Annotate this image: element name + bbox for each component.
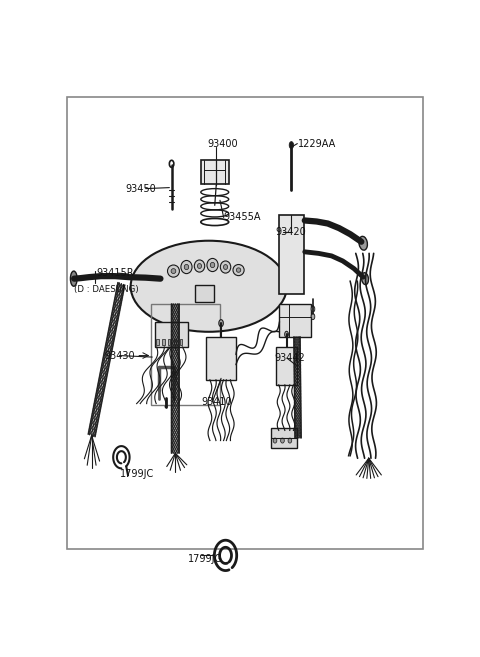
FancyBboxPatch shape <box>206 337 236 380</box>
Bar <box>174 340 177 346</box>
Text: 93455A: 93455A <box>224 212 261 223</box>
Ellipse shape <box>71 271 77 286</box>
Circle shape <box>273 438 277 443</box>
Ellipse shape <box>165 405 168 408</box>
Ellipse shape <box>197 263 202 269</box>
Bar <box>162 340 165 346</box>
Ellipse shape <box>207 258 218 271</box>
Ellipse shape <box>220 261 231 273</box>
Bar <box>180 340 182 346</box>
FancyBboxPatch shape <box>201 160 228 184</box>
FancyBboxPatch shape <box>279 215 304 294</box>
Ellipse shape <box>285 331 288 337</box>
Circle shape <box>288 438 292 443</box>
FancyBboxPatch shape <box>195 284 214 302</box>
Ellipse shape <box>289 141 294 148</box>
Ellipse shape <box>233 265 244 276</box>
Ellipse shape <box>236 268 241 272</box>
Ellipse shape <box>171 269 176 273</box>
Ellipse shape <box>210 262 215 267</box>
Ellipse shape <box>359 237 367 250</box>
Text: 93415R: 93415R <box>96 268 134 278</box>
Text: 93450: 93450 <box>125 183 156 194</box>
Bar <box>168 340 170 346</box>
Ellipse shape <box>224 265 228 269</box>
Bar <box>151 304 220 405</box>
Circle shape <box>281 438 284 443</box>
Text: (D : DAESUNG): (D : DAESUNG) <box>74 285 139 294</box>
Ellipse shape <box>168 265 180 277</box>
FancyBboxPatch shape <box>276 347 297 385</box>
Text: 93420: 93420 <box>276 227 306 237</box>
Text: 1799JG: 1799JG <box>188 555 223 564</box>
Bar <box>156 340 158 346</box>
Text: 93400: 93400 <box>207 139 238 148</box>
Text: 93442: 93442 <box>274 353 305 363</box>
Text: 93430: 93430 <box>105 351 135 361</box>
Ellipse shape <box>311 313 315 320</box>
Ellipse shape <box>361 273 369 284</box>
Ellipse shape <box>194 260 204 272</box>
FancyBboxPatch shape <box>155 322 188 347</box>
Ellipse shape <box>131 240 287 332</box>
Ellipse shape <box>181 260 192 273</box>
Ellipse shape <box>311 306 315 312</box>
Bar <box>67 97 423 549</box>
Ellipse shape <box>219 320 223 327</box>
FancyBboxPatch shape <box>279 304 311 337</box>
Text: 1799JC: 1799JC <box>120 470 155 480</box>
Ellipse shape <box>184 264 189 269</box>
FancyBboxPatch shape <box>271 428 297 448</box>
Text: 1229AA: 1229AA <box>298 139 336 148</box>
Text: 93410: 93410 <box>202 397 232 407</box>
